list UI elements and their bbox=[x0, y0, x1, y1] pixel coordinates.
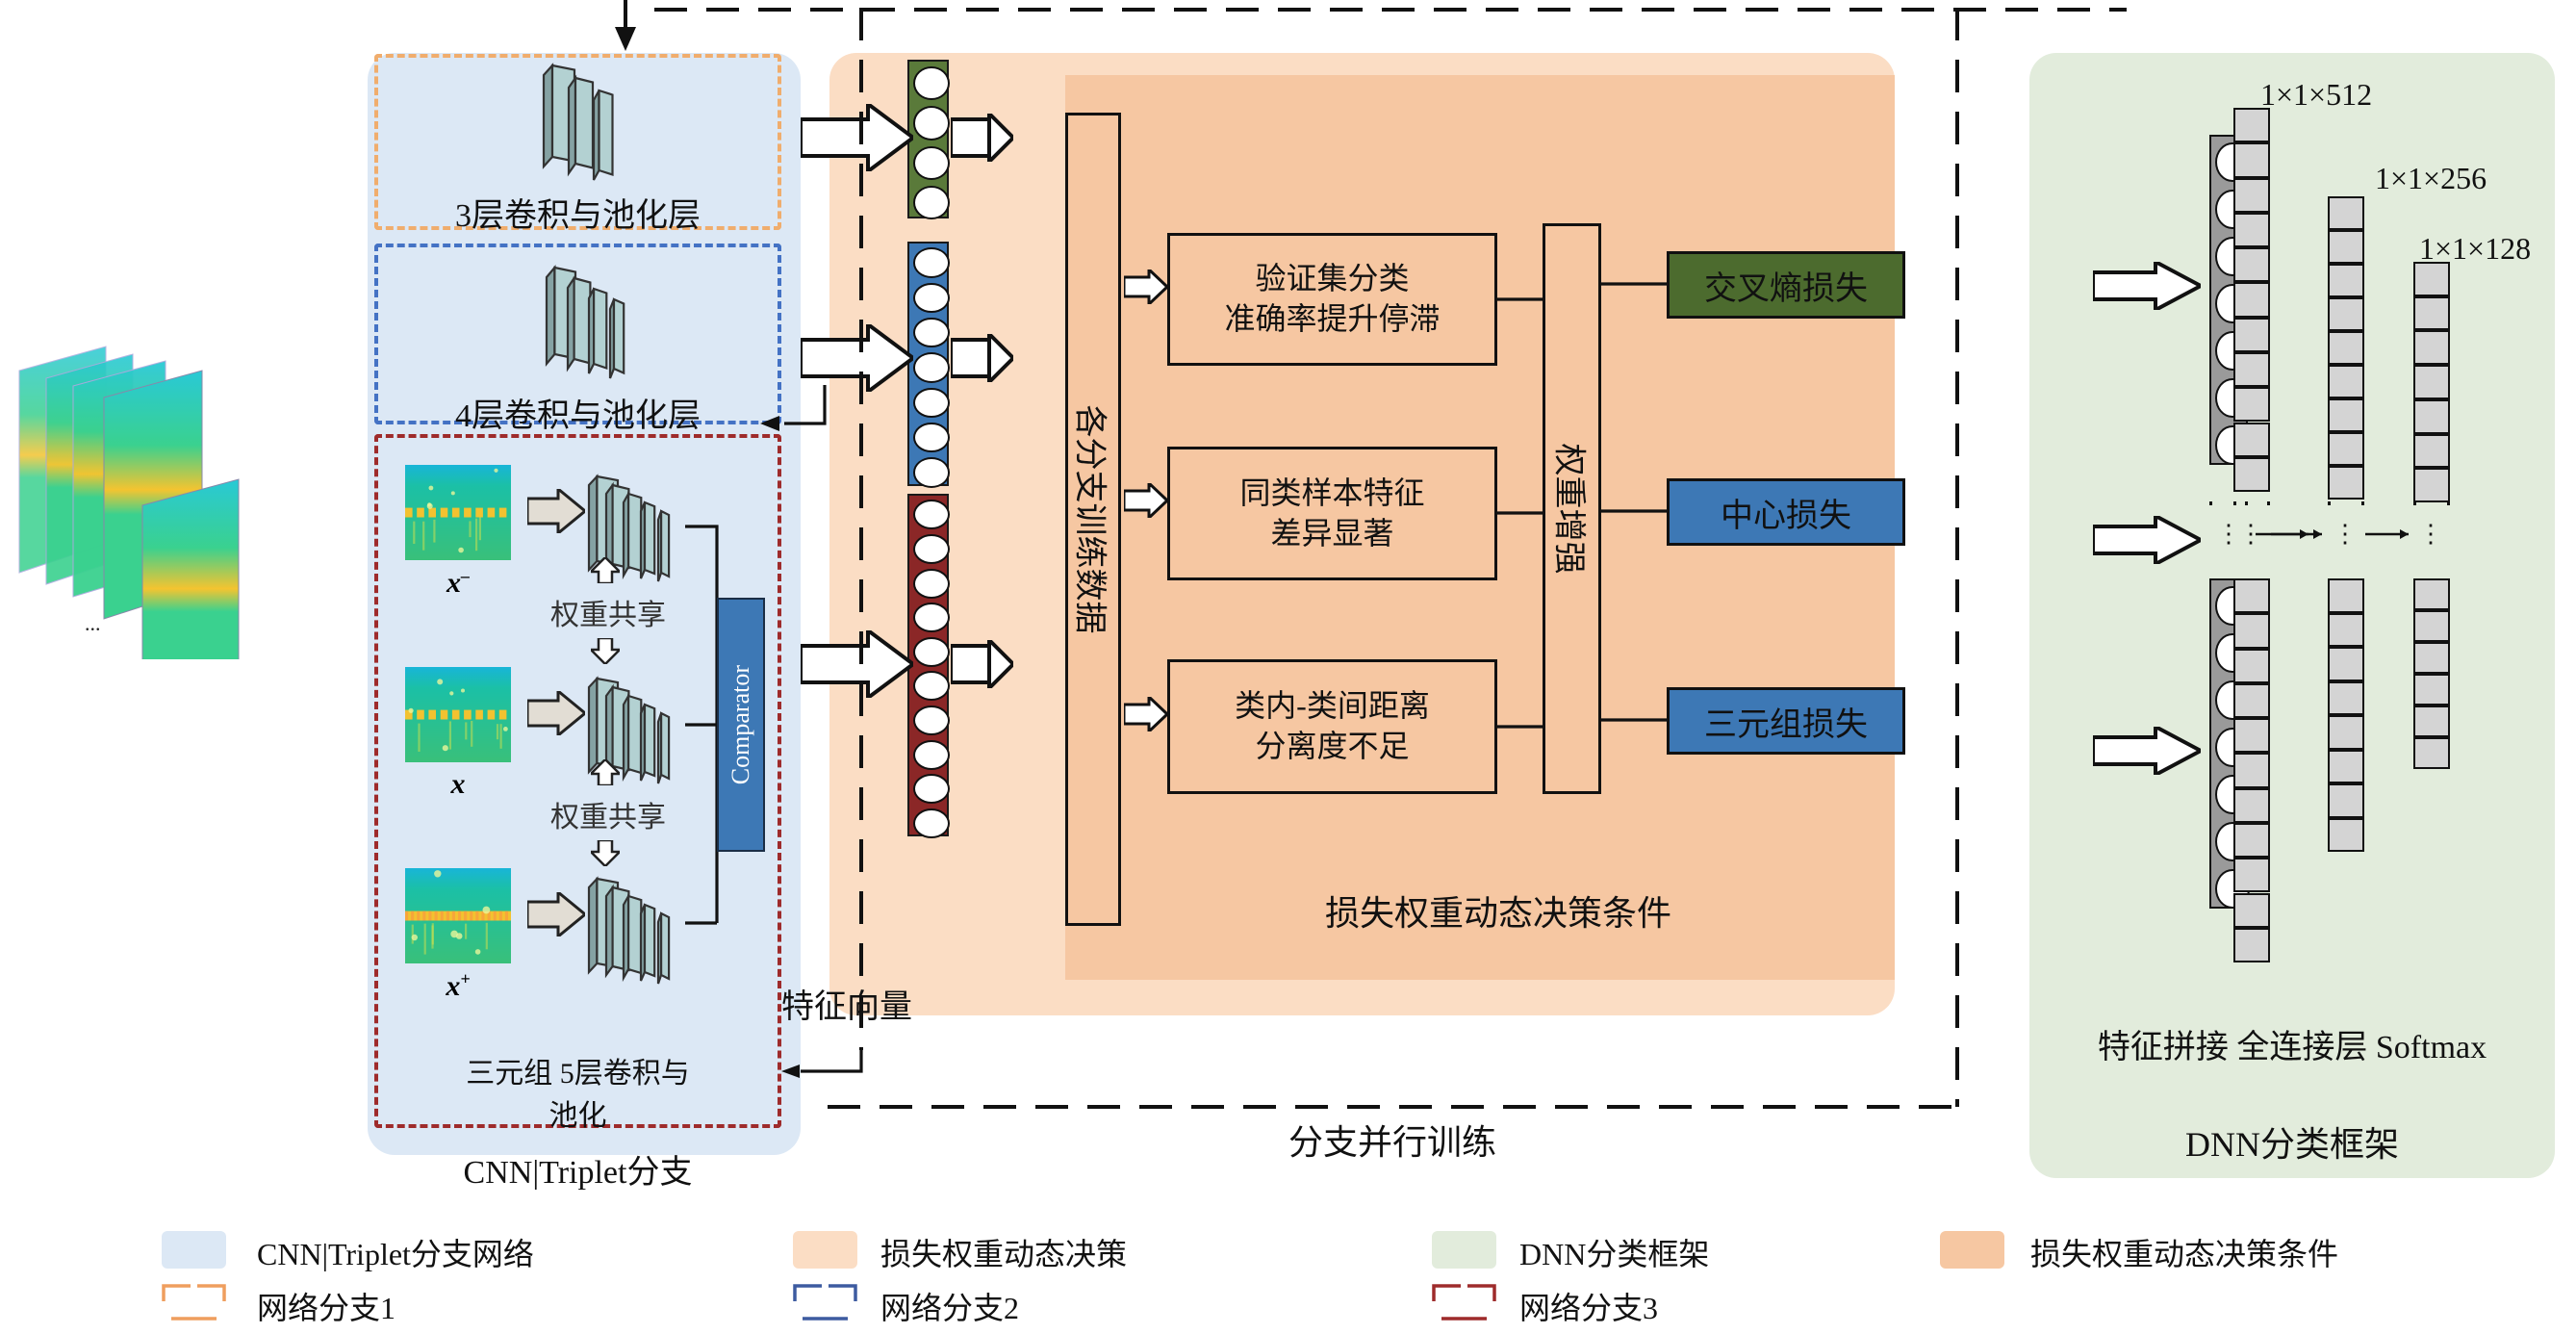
svg-text:...: ... bbox=[85, 611, 101, 635]
